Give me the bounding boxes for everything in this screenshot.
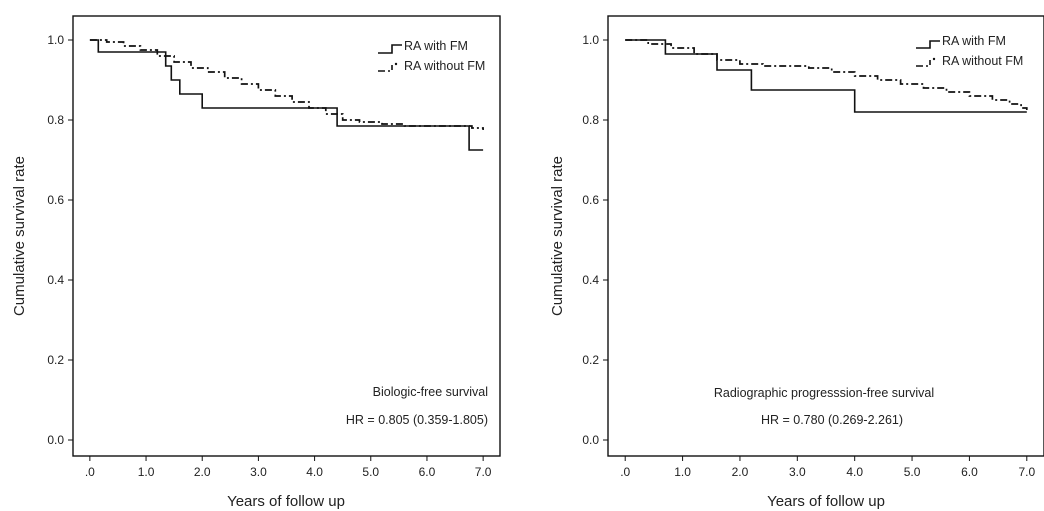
- legend-label-ra-with-fm: RA with FM: [942, 34, 1006, 48]
- series-line-ra-with-fm: [89, 39, 484, 151]
- y-tick-label: 0.2: [582, 353, 599, 367]
- legend: RA with FM RA without FM: [378, 39, 485, 73]
- y-tick-label: 0.0: [47, 433, 64, 447]
- x-tick-label: 1.0: [674, 465, 691, 479]
- annotation-endpoint: Radiographic progresssion-free survival: [714, 386, 934, 400]
- annotation-endpoint: Biologic-free survival: [373, 385, 488, 399]
- y-tick-label: 1.0: [582, 33, 599, 47]
- x-axis-ticks: .0 1.0 2.0 3.0 4.0 5.0 6.0 7.0: [85, 456, 492, 479]
- x-tick-label: .0: [85, 465, 95, 479]
- chart-panel-radiographic-progression-free: Cumulative survival rate Years of follow…: [549, 15, 1044, 510]
- series-line-ra-without-fm: [625, 39, 1028, 110]
- x-tick-label: 5.0: [904, 465, 921, 479]
- y-tick-label: 0.6: [582, 193, 599, 207]
- y-tick-label: 0.6: [47, 193, 64, 207]
- y-axis-ticks: 0.0 0.2 0.4 0.6 0.8 1.0: [47, 33, 73, 447]
- x-tick-label: 7.0: [475, 465, 492, 479]
- annotation-hazard-ratio: HR = 0.780 (0.269-2.261): [761, 413, 903, 427]
- x-tick-label: 4.0: [846, 465, 863, 479]
- y-tick-label: 0.8: [582, 113, 599, 127]
- x-axis-title: Years of follow up: [767, 493, 885, 510]
- legend-label-ra-without-fm: RA without FM: [404, 59, 485, 73]
- x-axis-ticks: .0 1.0 2.0 3.0 4.0 5.0 6.0 7.0: [620, 456, 1035, 479]
- plot-frame: [72, 15, 501, 457]
- series-line-ra-with-fm: [625, 39, 1027, 113]
- legend-swatch-dot: [932, 57, 936, 61]
- y-tick-label: 0.4: [47, 273, 64, 287]
- y-tick-label: 0.4: [582, 273, 599, 287]
- x-tick-label: 2.0: [732, 465, 749, 479]
- x-tick-label: 6.0: [961, 465, 978, 479]
- annotation-hazard-ratio: HR = 0.805 (0.359-1.805): [346, 413, 488, 427]
- x-tick-label: 6.0: [419, 465, 436, 479]
- legend-label-ra-without-fm: RA without FM: [942, 54, 1023, 68]
- plot-frame: [607, 15, 1044, 457]
- legend-swatch-ra-with-fm: [378, 44, 402, 54]
- legend: RA with FM RA without FM: [916, 34, 1023, 68]
- series-line-ra-without-fm: [89, 39, 484, 130]
- legend-label-ra-with-fm: RA with FM: [404, 39, 468, 53]
- y-tick-label: 1.0: [47, 33, 64, 47]
- y-axis-title: Cumulative survival rate: [549, 156, 566, 316]
- y-tick-label: 0.0: [582, 433, 599, 447]
- x-tick-label: 3.0: [250, 465, 267, 479]
- x-tick-label: 3.0: [789, 465, 806, 479]
- x-tick-label: 1.0: [138, 465, 155, 479]
- x-axis-title: Years of follow up: [227, 493, 345, 510]
- x-tick-label: 2.0: [194, 465, 211, 479]
- x-tick-label: 5.0: [362, 465, 379, 479]
- legend-swatch-ra-with-fm: [916, 40, 940, 49]
- legend-swatch-ra-without-fm: [378, 65, 393, 72]
- legend-swatch-ra-without-fm: [916, 60, 931, 67]
- y-tick-label: 0.8: [47, 113, 64, 127]
- x-tick-label: 7.0: [1018, 465, 1035, 479]
- chart-panel-biologic-free: Cumulative survival rate Years of follow…: [11, 15, 501, 510]
- series-layer: [625, 39, 1028, 113]
- x-tick-label: 4.0: [306, 465, 323, 479]
- y-axis-title: Cumulative survival rate: [11, 156, 28, 316]
- x-tick-label: .0: [620, 465, 630, 479]
- legend-swatch-dot: [394, 62, 398, 66]
- y-tick-label: 0.2: [47, 353, 64, 367]
- series-layer: [89, 39, 484, 151]
- y-axis-ticks: 0.0 0.2 0.4 0.6 0.8 1.0: [582, 33, 608, 447]
